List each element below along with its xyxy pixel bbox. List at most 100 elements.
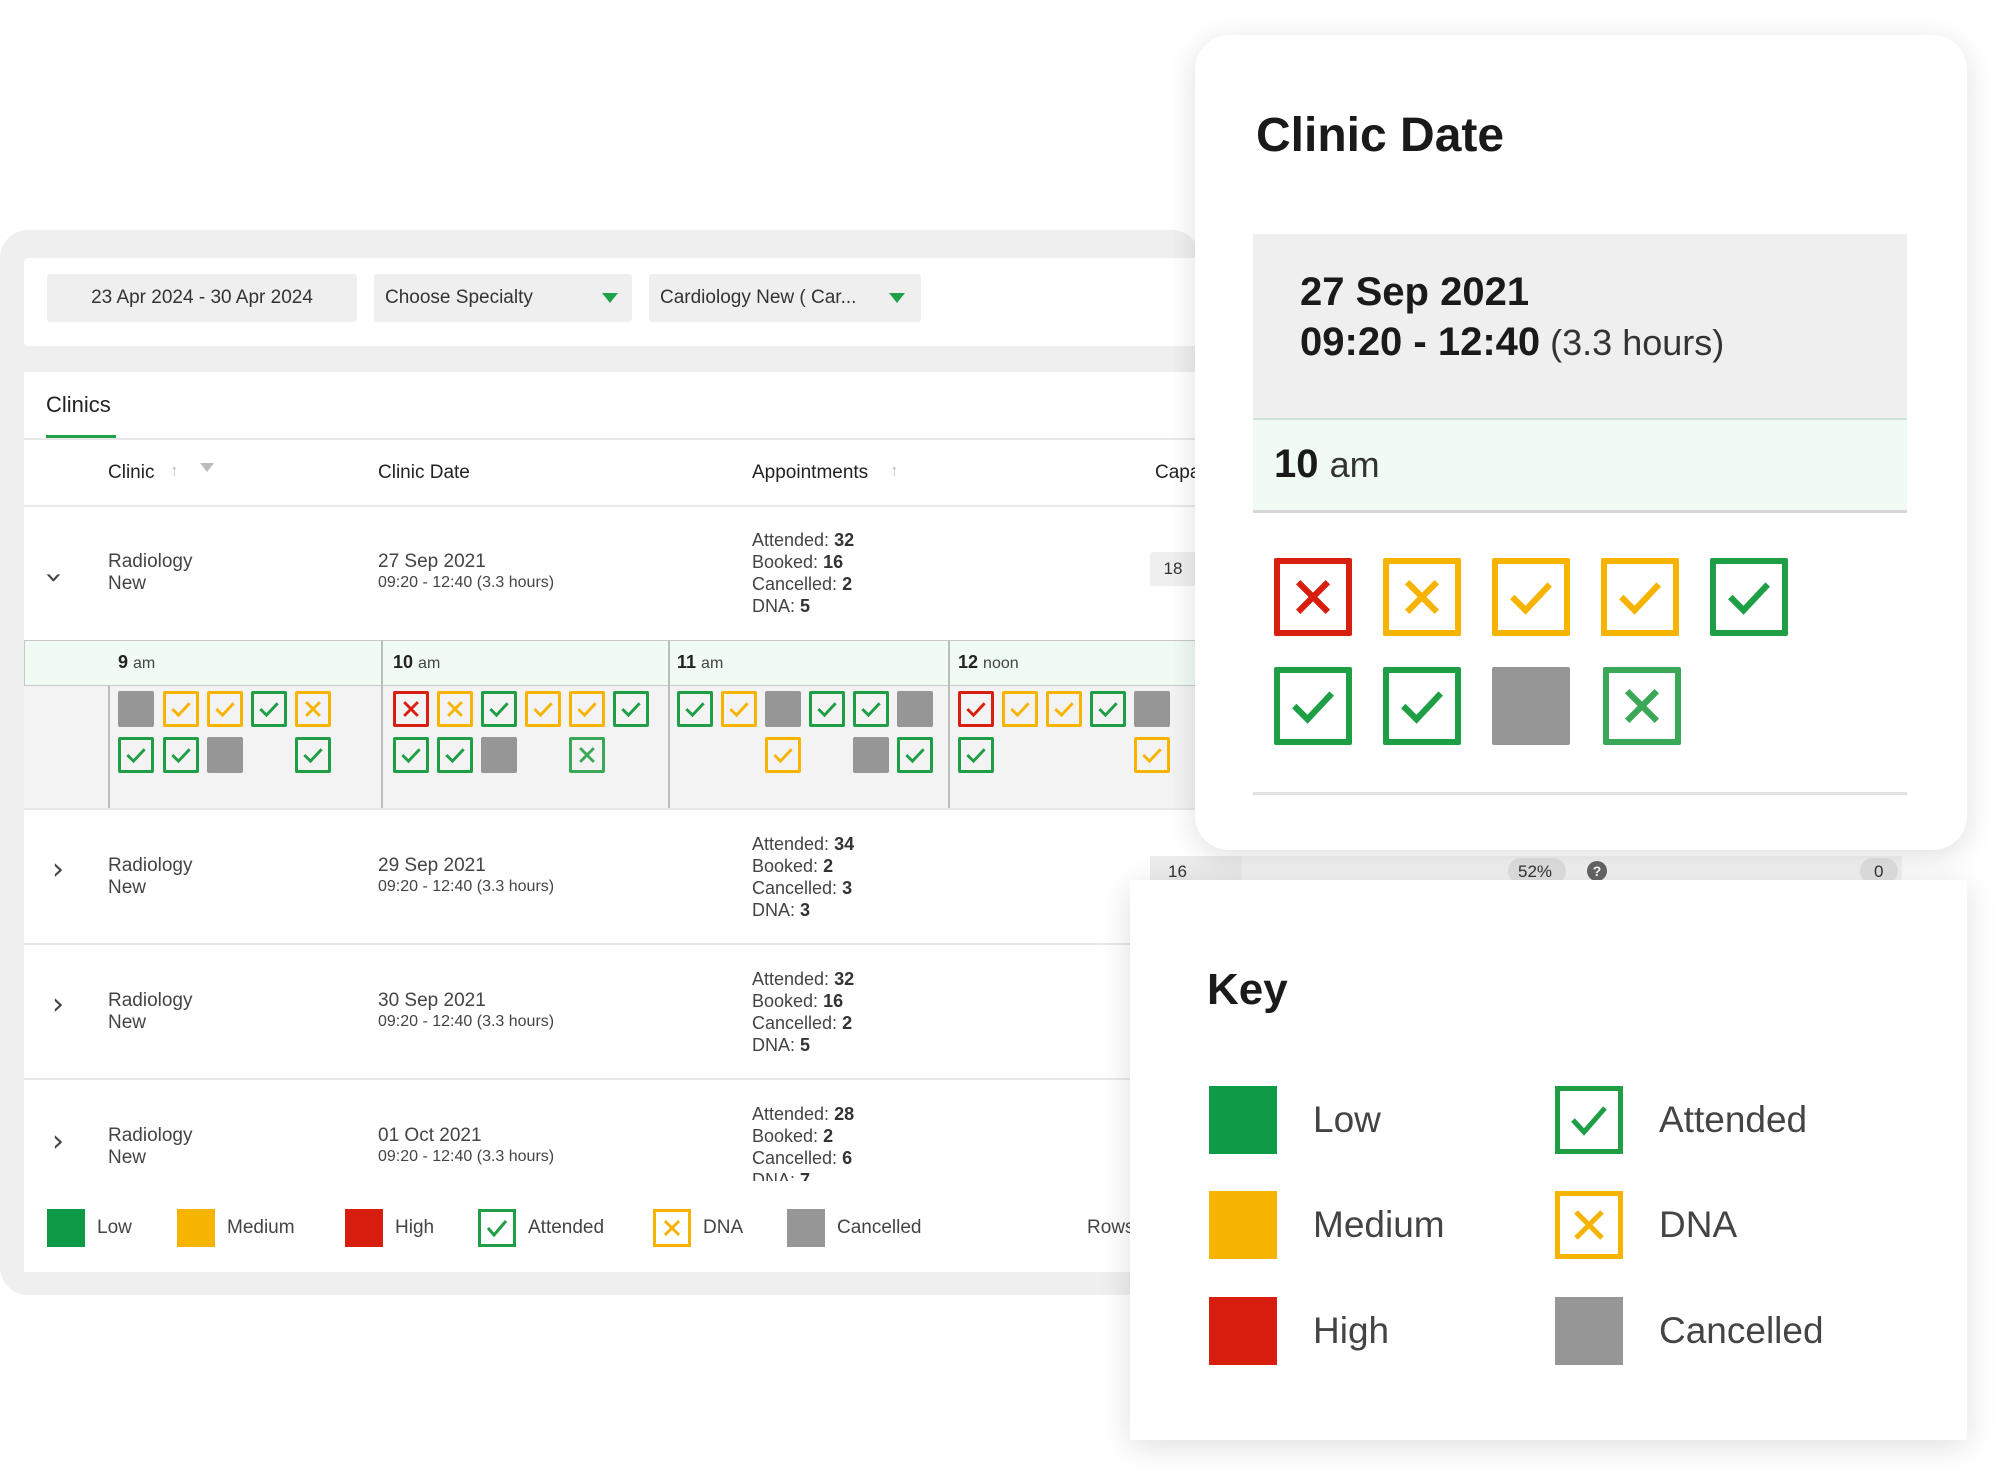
popup-date-box: [1253, 234, 1907, 421]
row-clinic-name: Radiology: [108, 551, 193, 572]
attended-check-icon[interactable]: [118, 737, 154, 773]
low-swatch: [47, 1209, 85, 1247]
clinic-select-value: Cardiology New ( Car...: [660, 287, 857, 308]
row-time: 09:20 - 12:40 (3.3 hours): [378, 1148, 555, 1165]
popup-date: 27 Sep 2021: [1300, 270, 1530, 314]
cancelled-slot[interactable]: [853, 737, 889, 773]
row-clinic-type: New: [108, 1012, 147, 1033]
sort-arrow-icon[interactable]: ↑: [890, 461, 899, 480]
filter-icon[interactable]: [200, 463, 214, 472]
attended-check-icon[interactable]: [251, 691, 287, 727]
capacity-value: 18: [1163, 559, 1183, 578]
rows-per-page-label: Rows: [1087, 1217, 1135, 1238]
key-medium-label: Medium: [1313, 1204, 1445, 1245]
attended-check-icon[interactable]: [853, 691, 889, 727]
medium-check-icon[interactable]: [1046, 691, 1082, 727]
row-clinic-name: Radiology: [108, 990, 193, 1011]
tab-clinics-label: Clinics: [46, 392, 111, 417]
attended-check-icon[interactable]: [613, 691, 649, 727]
legend-cancelled-label: Cancelled: [837, 1217, 922, 1238]
key-dna: DNA: [1555, 1191, 1737, 1259]
dna-x-icon[interactable]: [437, 691, 473, 727]
row-time: 09:20 - 12:40 (3.3 hours): [378, 878, 555, 895]
attended-check-icon[interactable]: [1710, 558, 1788, 636]
expand-row-icon[interactable]: ›: [52, 1124, 64, 1159]
cancelled-slot[interactable]: [1492, 667, 1570, 745]
medium-check-icon[interactable]: [1134, 737, 1170, 773]
header-divider: [24, 505, 1200, 507]
medium-check-icon[interactable]: [569, 691, 605, 727]
high-check-icon[interactable]: [958, 691, 994, 727]
clinic-select[interactable]: Cardiology New ( Car...: [649, 274, 921, 322]
key-title: Key: [1207, 965, 1288, 1014]
count-value: 0: [1874, 862, 1884, 881]
attended-check-icon[interactable]: [1274, 667, 1352, 745]
column-header-clinic-date-label: Clinic Date: [378, 462, 470, 483]
medium-swatch: [177, 1209, 215, 1247]
medium-check-icon[interactable]: [1002, 691, 1038, 727]
row-date: 27 Sep 2021: [378, 551, 486, 572]
collapse-row-icon[interactable]: ›: [36, 571, 72, 584]
column-header-appointments[interactable]: Appointments: [752, 462, 868, 484]
attended-check-icon: [1555, 1086, 1623, 1154]
tab-clinics[interactable]: Clinics: [46, 392, 111, 418]
sort-arrow-icon[interactable]: ↑: [170, 461, 179, 480]
legend-cancelled: Cancelled: [787, 1209, 922, 1247]
medium-check-icon[interactable]: [163, 691, 199, 727]
attended-check-icon[interactable]: [958, 737, 994, 773]
medium-check-icon[interactable]: [207, 691, 243, 727]
high-x-icon[interactable]: [1274, 558, 1352, 636]
key-attended-label: Attended: [1659, 1099, 1808, 1140]
row-clinic-name: Radiology: [108, 1125, 193, 1146]
cancelled-swatch: [1555, 1297, 1623, 1365]
legend-attended: Attended: [478, 1209, 604, 1247]
attended-check-icon[interactable]: [295, 737, 331, 773]
attended-check-icon[interactable]: [163, 737, 199, 773]
cancelled-slot[interactable]: [481, 737, 517, 773]
expand-row-icon[interactable]: ›: [52, 987, 64, 1022]
attended-check-icon[interactable]: [393, 737, 429, 773]
popup-title: Clinic Date: [1256, 109, 1505, 162]
medium-check-icon[interactable]: [765, 737, 801, 773]
dna-x-icon[interactable]: [1383, 558, 1461, 636]
dna-x-icon[interactable]: [295, 691, 331, 727]
help-icon[interactable]: ?: [1587, 861, 1607, 881]
medium-check-icon[interactable]: [1492, 558, 1570, 636]
key-attended: Attended: [1555, 1086, 1807, 1154]
cancelled-slot[interactable]: [1134, 691, 1170, 727]
column-header-clinic-date[interactable]: Clinic Date: [378, 462, 470, 484]
attended-check-icon[interactable]: [809, 691, 845, 727]
cancelled-slot[interactable]: [765, 691, 801, 727]
dna-x-icon: [1555, 1191, 1623, 1259]
key-low-label: Low: [1313, 1099, 1381, 1140]
attended-check-icon[interactable]: [1090, 691, 1126, 727]
high-x-icon[interactable]: [393, 691, 429, 727]
cancelled-slot[interactable]: [207, 737, 243, 773]
row-divider: [24, 808, 1200, 810]
popup-time: 09:20 - 12:40 (3.3 hours): [1300, 320, 1724, 365]
attended-check-icon[interactable]: [481, 691, 517, 727]
green-x-icon[interactable]: [569, 737, 605, 773]
attended-check-icon[interactable]: [1383, 667, 1461, 745]
cancelled-slot[interactable]: [897, 691, 933, 727]
medium-check-icon[interactable]: [525, 691, 561, 727]
medium-check-icon[interactable]: [721, 691, 757, 727]
tab-active-indicator: [46, 435, 116, 438]
date-range-picker[interactable]: 23 Apr 2024 - 30 Apr 2024: [47, 274, 357, 322]
attended-check-icon[interactable]: [437, 737, 473, 773]
green-x-icon[interactable]: [1603, 667, 1681, 745]
timeline-gutter: [108, 686, 110, 808]
row-stats: Attended: 32 Booked: 16 Cancelled: 2 DNA…: [752, 969, 855, 1055]
expand-row-icon[interactable]: ›: [52, 852, 64, 887]
attended-check-icon[interactable]: [897, 737, 933, 773]
key-high: High: [1209, 1297, 1389, 1365]
column-header-capacity[interactable]: Capa: [1155, 462, 1200, 484]
key-high-label: High: [1313, 1310, 1390, 1351]
attended-check-icon[interactable]: [677, 691, 713, 727]
capacity-cell: 18: [1150, 552, 1196, 586]
row-stats: Attended: 28 Booked: 2 Cancelled: 6 DNA:…: [752, 1104, 855, 1181]
medium-check-icon[interactable]: [1601, 558, 1679, 636]
specialty-select[interactable]: Choose Specialty: [374, 274, 632, 322]
column-header-clinic[interactable]: Clinic: [108, 462, 154, 484]
cancelled-slot[interactable]: [118, 691, 154, 727]
